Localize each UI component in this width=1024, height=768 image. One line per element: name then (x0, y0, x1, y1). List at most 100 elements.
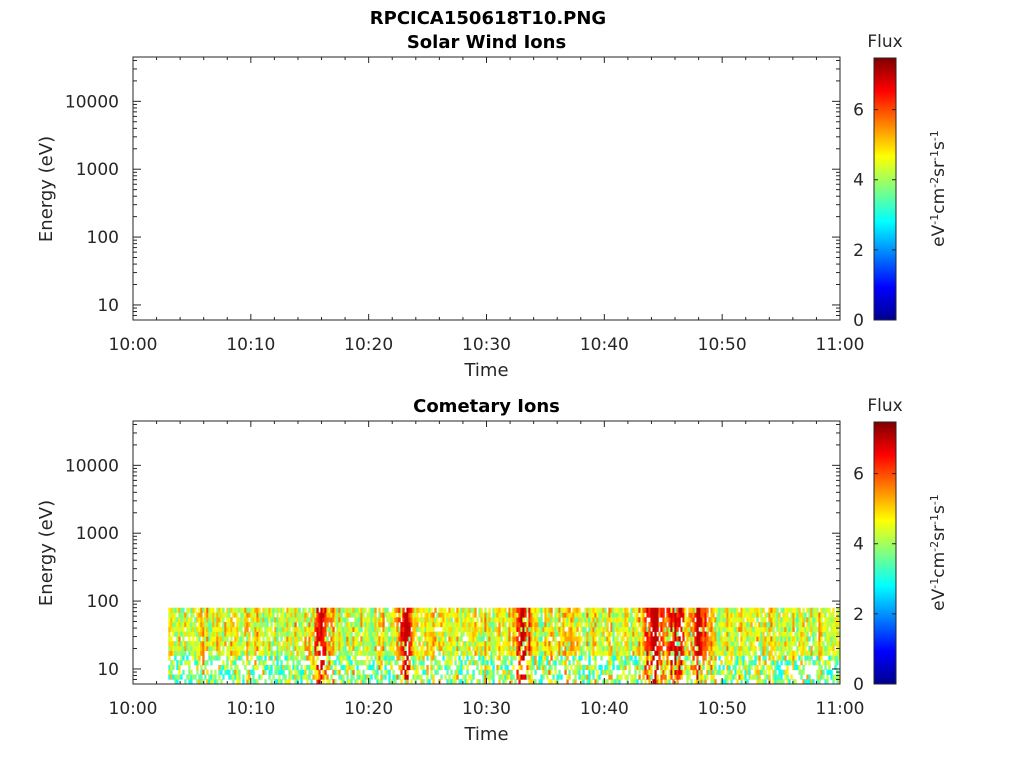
heatmap-cell (584, 607, 587, 613)
heatmap-cell (626, 607, 629, 613)
heatmap-cell (410, 622, 413, 628)
heatmap-cell (584, 622, 587, 628)
heatmap-cell (726, 669, 729, 675)
heatmap-cell (648, 664, 651, 671)
heatmap-cell (446, 660, 449, 666)
heatmap-cell (284, 626, 287, 632)
heatmap-cell (766, 626, 769, 632)
heatmap-cell (206, 617, 209, 623)
heatmap-cell (456, 626, 459, 632)
heatmap-cell (730, 607, 733, 613)
heatmap-cell (350, 631, 353, 637)
heatmap-cell (502, 660, 505, 666)
heatmap-cell (188, 631, 191, 637)
heatmap-cell (382, 645, 385, 651)
heatmap-cell (502, 641, 505, 647)
heatmap-cell (194, 631, 197, 637)
heatmap-cell (250, 655, 253, 661)
heatmap-cell (230, 622, 233, 628)
heatmap-cell (768, 617, 771, 623)
heatmap-cell (488, 612, 491, 618)
heatmap-cell (506, 641, 509, 647)
colorbar-tick-label: 0 (853, 311, 864, 331)
heatmap-cell (722, 607, 725, 613)
heatmap-cell (280, 645, 283, 651)
heatmap-cell (496, 645, 499, 651)
heatmap-cell (470, 617, 473, 623)
heatmap-cell (290, 617, 293, 623)
heatmap-cell (448, 607, 451, 613)
heatmap-cell (234, 641, 237, 647)
heatmap-cell (284, 664, 287, 671)
heatmap-cell (396, 617, 399, 623)
heatmap-cell (768, 607, 771, 613)
heatmap-cell (176, 645, 179, 651)
heatmap-cell (298, 607, 301, 613)
heatmap-cell (218, 631, 221, 637)
heatmap-cell (428, 641, 431, 647)
heatmap-cell (326, 650, 329, 656)
heatmap-cell (606, 669, 609, 675)
heatmap-cell (786, 645, 789, 651)
heatmap-cell (710, 626, 713, 632)
heatmap-cell (474, 636, 477, 642)
heatmap-cell (596, 612, 599, 618)
heatmap-cell (700, 631, 703, 637)
heatmap-cell (754, 645, 757, 651)
heatmap-cell (456, 612, 459, 618)
heatmap-cell (670, 622, 673, 628)
heatmap-cell (452, 636, 455, 642)
heatmap-cell (426, 655, 429, 661)
heatmap-cell (566, 674, 569, 680)
heatmap-cell (696, 612, 699, 618)
heatmap-cell (244, 617, 247, 623)
heatmap-cell (686, 617, 689, 623)
heatmap-cell (468, 641, 471, 647)
heatmap-cell (286, 612, 289, 618)
heatmap-cell (728, 617, 731, 623)
heatmap-cell (362, 607, 365, 613)
heatmap-cell (202, 622, 205, 628)
heatmap-cell (232, 669, 235, 675)
heatmap-cell (406, 626, 409, 632)
heatmap-cell (280, 617, 283, 623)
heatmap-cell (228, 612, 231, 618)
heatmap-cell (204, 622, 207, 628)
heatmap-cell (798, 631, 801, 637)
heatmap-cell (402, 674, 405, 680)
heatmap-cell (296, 607, 299, 613)
heatmap-cell (624, 607, 627, 613)
heatmap-cell (178, 660, 181, 666)
heatmap-cell (578, 645, 581, 651)
heatmap-cell (722, 679, 725, 684)
heatmap-cell (414, 607, 417, 613)
heatmap-cell (698, 607, 701, 613)
heatmap-cell (384, 641, 387, 647)
heatmap-cell (570, 664, 573, 671)
heatmap-cell (764, 617, 767, 623)
heatmap-cell (678, 607, 681, 613)
heatmap-cell (400, 612, 403, 618)
heatmap-cell (578, 669, 581, 675)
heatmap-cell (528, 612, 531, 618)
heatmap-cell (834, 626, 837, 632)
heatmap-cell (522, 650, 525, 656)
heatmap-cell (354, 645, 357, 651)
heatmap-cell (572, 617, 575, 623)
heatmap-cell (190, 645, 193, 651)
heatmap-cell (368, 679, 371, 684)
heatmap-cell (214, 626, 217, 632)
heatmap-cell (188, 679, 191, 684)
heatmap-cell (680, 612, 683, 618)
heatmap-cell (636, 650, 639, 656)
heatmap-cell (616, 622, 619, 628)
heatmap-cell (574, 650, 577, 656)
heatmap-cell (212, 636, 215, 642)
heatmap-cell (188, 660, 191, 666)
heatmap-cell (468, 626, 471, 632)
heatmap-cell (404, 641, 407, 647)
heatmap-cell (400, 631, 403, 637)
heatmap-cell (244, 650, 247, 656)
heatmap-cell (776, 645, 779, 651)
